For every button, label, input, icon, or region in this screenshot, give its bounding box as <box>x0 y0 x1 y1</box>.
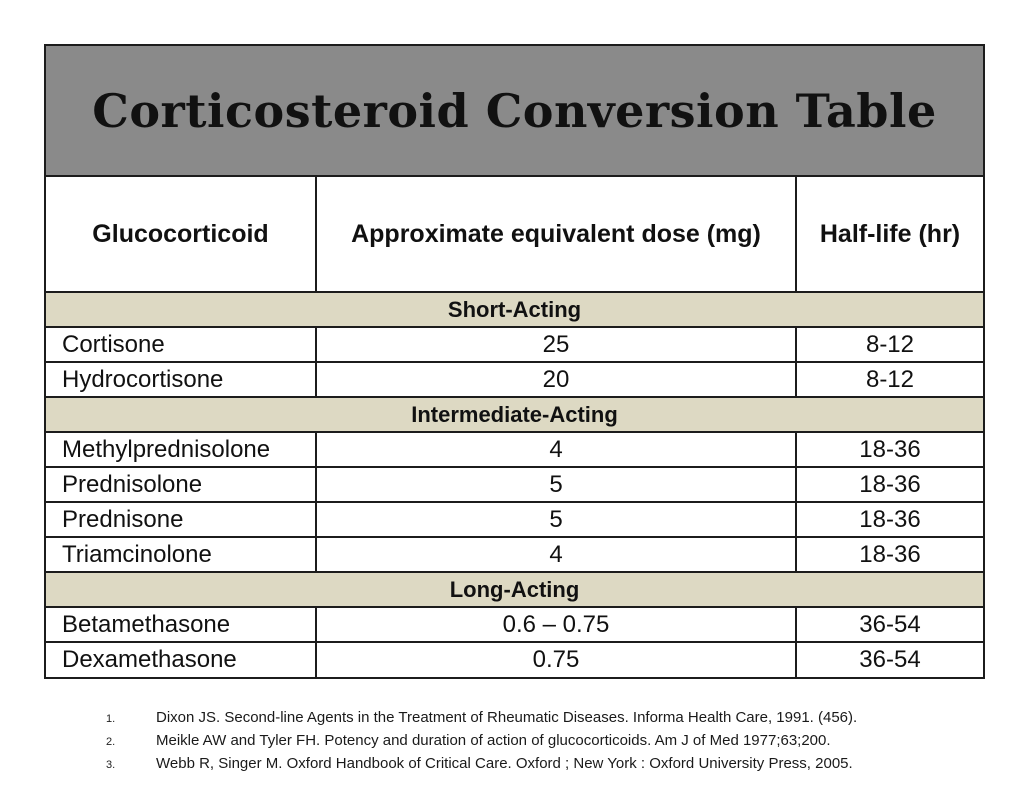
footnote-text: Meikle AW and Tyler FH. Potency and dura… <box>156 732 831 749</box>
dose-cell: 4 <box>315 431 797 468</box>
section-label: Long-Acting <box>45 571 984 608</box>
dose-cell: 25 <box>315 326 797 363</box>
table-row: Cortisone 25 8-12 <box>45 326 984 363</box>
footnote-text: Webb R, Singer M. Oxford Handbook of Cri… <box>156 755 853 772</box>
title-band: Corticosteroid Conversion Table <box>46 46 983 177</box>
column-header-glucocorticoid: Glucocorticoid <box>45 176 317 293</box>
half-life-cell: 8-12 <box>795 326 984 363</box>
table-row: Betamethasone 0.6 – 0.75 36-54 <box>45 606 984 643</box>
section-label: Intermediate-Acting <box>45 396 984 433</box>
footnote: 2. Meikle AW and Tyler FH. Potency and d… <box>44 729 985 752</box>
drug-name-cell: Cortisone <box>45 326 317 363</box>
conversion-table-frame: Corticosteroid Conversion Table Glucocor… <box>44 44 985 679</box>
column-header-half-life: Half-life (hr) <box>795 176 984 293</box>
dose-cell: 4 <box>315 536 797 573</box>
drug-name-cell: Betamethasone <box>45 606 317 643</box>
table-row: Methylprednisolone 4 18-36 <box>45 431 984 468</box>
table-header-row: Glucocorticoid Approximate equivalent do… <box>45 176 984 293</box>
drug-name-cell: Dexamethasone <box>45 641 317 678</box>
table-row: Prednisone 5 18-36 <box>45 501 984 538</box>
footnote-number: 1. <box>106 713 116 725</box>
section-header-row-short-acting: Short-Acting <box>45 291 984 328</box>
drug-name-cell: Methylprednisolone <box>45 431 317 468</box>
footnotes: 1. Dixon JS. Second-line Agents in the T… <box>44 706 985 775</box>
dose-cell: 0.6 – 0.75 <box>315 606 797 643</box>
section-header-row-long-acting: Long-Acting <box>45 571 984 608</box>
half-life-cell: 8-12 <box>795 361 984 398</box>
column-header-equivalent-dose: Approximate equivalent dose (mg) <box>315 176 797 293</box>
table-row: Prednisolone 5 18-36 <box>45 466 984 503</box>
table-row: Dexamethasone 0.75 36-54 <box>45 641 984 678</box>
table-row: Triamcinolone 4 18-36 <box>45 536 984 573</box>
drug-name-cell: Hydrocortisone <box>45 361 317 398</box>
footnote-number: 3. <box>106 759 116 771</box>
section-label: Short-Acting <box>45 291 984 328</box>
drug-name-cell: Prednisolone <box>45 466 317 503</box>
conversion-table: Glucocorticoid Approximate equivalent do… <box>45 176 984 678</box>
slide-title: Corticosteroid Conversion Table <box>92 83 937 138</box>
dose-cell: 5 <box>315 501 797 538</box>
dose-cell: 0.75 <box>315 641 797 678</box>
footnote: 1. Dixon JS. Second-line Agents in the T… <box>44 706 985 729</box>
section-header-row-intermediate-acting: Intermediate-Acting <box>45 396 984 433</box>
footnote: 3. Webb R, Singer M. Oxford Handbook of … <box>44 752 985 775</box>
drug-name-cell: Prednisone <box>45 501 317 538</box>
dose-cell: 5 <box>315 466 797 503</box>
footnote-number: 2. <box>106 736 116 748</box>
half-life-cell: 18-36 <box>795 466 984 503</box>
half-life-cell: 18-36 <box>795 431 984 468</box>
half-life-cell: 18-36 <box>795 536 984 573</box>
half-life-cell: 36-54 <box>795 641 984 678</box>
footnote-text: Dixon JS. Second-line Agents in the Trea… <box>156 709 858 726</box>
half-life-cell: 18-36 <box>795 501 984 538</box>
dose-cell: 20 <box>315 361 797 398</box>
half-life-cell: 36-54 <box>795 606 984 643</box>
drug-name-cell: Triamcinolone <box>45 536 317 573</box>
table-row: Hydrocortisone 20 8-12 <box>45 361 984 398</box>
